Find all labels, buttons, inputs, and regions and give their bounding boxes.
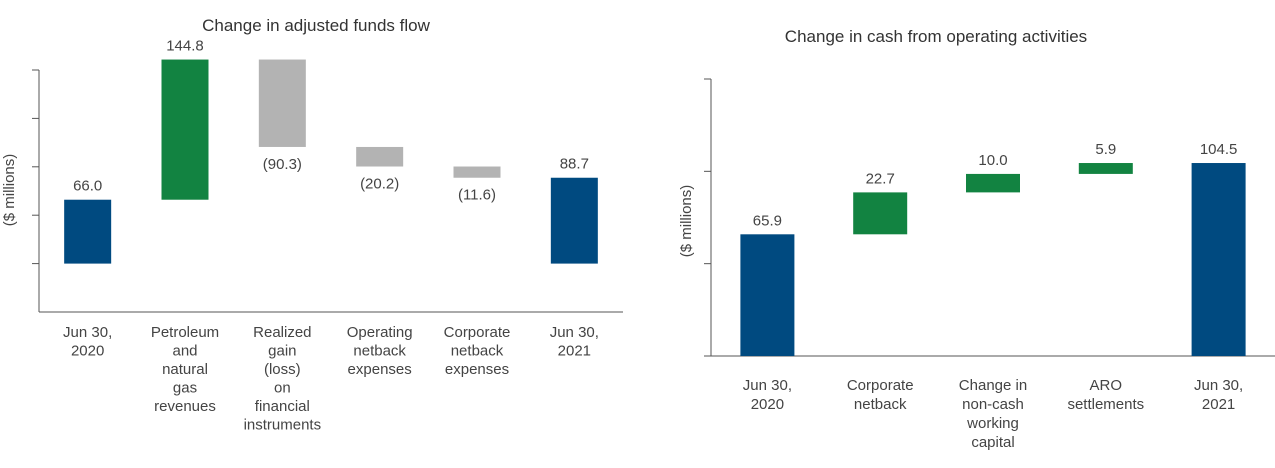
- category-label: Corporate netback expenses: [444, 324, 511, 378]
- y-axis-label: ($ millions): [1, 154, 18, 227]
- bar-decrease: [356, 146, 404, 167]
- bar-decrease: [258, 59, 306, 147]
- data-label: 88.7: [560, 156, 589, 173]
- bar-increase: [853, 192, 908, 235]
- category-label: Change in non-cash working capital: [959, 377, 1027, 451]
- category-label: Jun 30, 2020: [63, 324, 112, 360]
- category-label: Petroleum and natural gas revenues: [151, 324, 219, 415]
- category-label: Jun 30, 2021: [550, 324, 599, 360]
- data-label: 66.0: [73, 178, 102, 195]
- category-label: Corporate netback: [847, 377, 914, 413]
- bar-total: [740, 234, 795, 356]
- adjusted-funds-flow-chart: Change in adjusted funds flow ($ million…: [1, 16, 623, 434]
- data-label: 22.7: [866, 170, 895, 187]
- bar-increase: [161, 59, 209, 200]
- data-label: 144.8: [166, 38, 204, 55]
- bar-increase: [1078, 163, 1133, 174]
- data-label: 5.9: [1095, 141, 1116, 158]
- chart-title: Change in adjusted funds flow: [202, 16, 430, 35]
- bar-total: [550, 177, 598, 264]
- bar-total: [1191, 163, 1246, 356]
- chart-title: Change in cash from operating activities: [785, 27, 1087, 46]
- bar-total: [64, 199, 112, 264]
- category-label: Jun 30, 2021: [1194, 377, 1243, 413]
- data-label: 104.5: [1200, 141, 1238, 158]
- data-label: (20.2): [360, 176, 399, 193]
- category-label: Operating netback expenses: [347, 324, 413, 378]
- y-axis-label: ($ millions): [678, 185, 695, 258]
- data-label: (90.3): [263, 156, 302, 173]
- data-label: 10.0: [978, 152, 1007, 169]
- cash-from-operations-chart: Change in cash from operating activities…: [678, 27, 1275, 451]
- category-label: Jun 30, 2020: [743, 377, 792, 413]
- category-label: Realized gain (loss) on financial instruments: [244, 324, 322, 434]
- bar-increase: [966, 173, 1020, 193]
- category-label: ARO settlements: [1067, 377, 1144, 413]
- data-label: 65.9: [753, 212, 782, 229]
- data-label: (11.6): [458, 187, 496, 204]
- bar-decrease: [453, 166, 501, 178]
